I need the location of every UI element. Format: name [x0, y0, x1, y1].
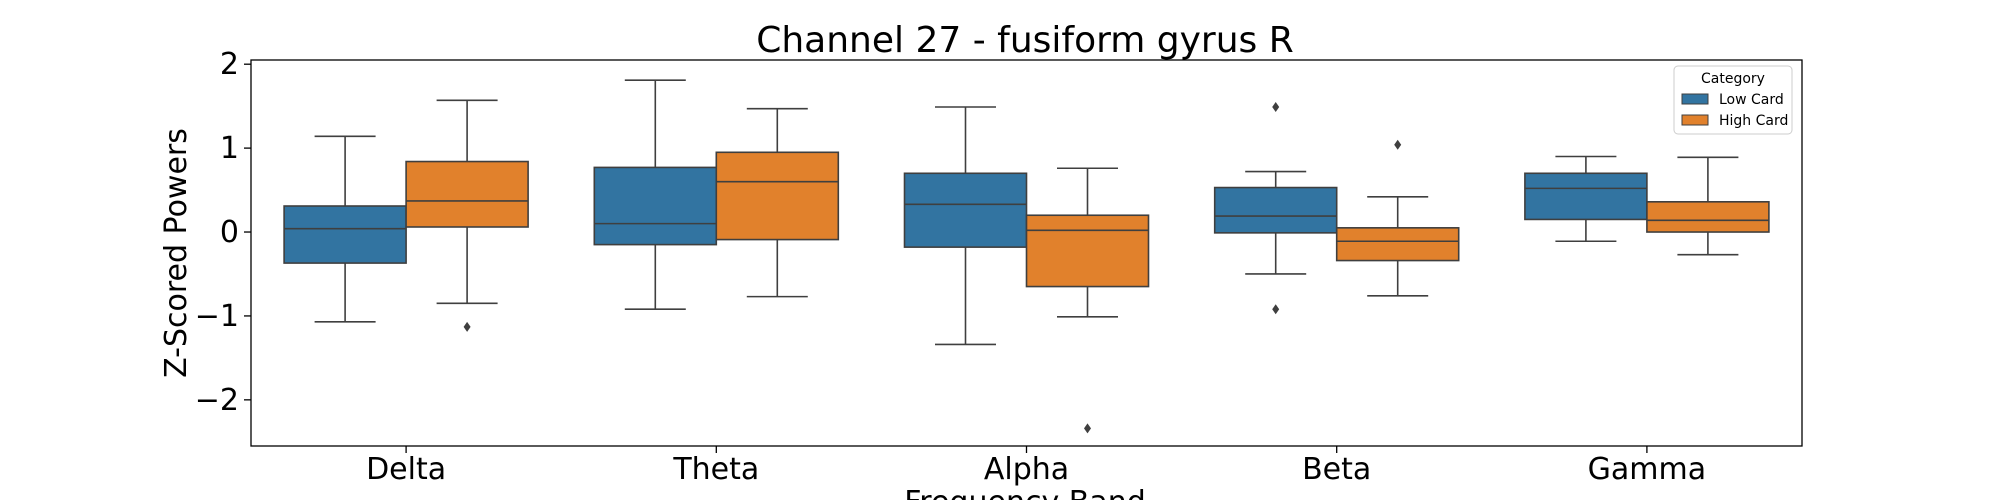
box-high-card-beta — [1335, 139, 1460, 297]
x-axis-label: Frequency Band — [904, 485, 1146, 500]
y-tick-label: −2 — [195, 383, 239, 418]
box-high-card-gamma — [1646, 156, 1770, 256]
box-high-card-delta — [405, 99, 529, 332]
x-tick-label: Delta — [366, 452, 446, 487]
legend-label-low-card: Low Card — [1719, 92, 1784, 108]
outlier-point — [1394, 139, 1402, 150]
x-tick-label: Beta — [1302, 452, 1371, 487]
chart-title: Channel 27 - fusiform gyrus R — [756, 20, 1294, 61]
outlier-point — [1272, 101, 1280, 112]
box-low-card-theta — [593, 79, 718, 311]
y-axis-label: Z-Scored Powers — [159, 128, 194, 378]
legend-label-high-card: High Card — [1719, 113, 1788, 129]
plot-area — [283, 79, 1770, 434]
box-body — [1646, 201, 1770, 233]
box-body — [1524, 172, 1648, 221]
box-body — [405, 160, 529, 228]
box-body — [593, 166, 718, 246]
box-low-card-beta — [1213, 101, 1338, 315]
box-low-card-alpha — [903, 106, 1028, 346]
outlier-point — [463, 321, 471, 332]
y-tick-label: 1 — [220, 131, 239, 166]
x-tick-label: Gamma — [1588, 452, 1706, 487]
y-tick-label: −1 — [195, 299, 239, 334]
y-tick-label: 2 — [220, 47, 239, 82]
legend-swatch-high-card — [1681, 114, 1709, 126]
x-axis: Delta Theta Alpha Beta Gamma — [366, 446, 1706, 487]
box-body — [1213, 186, 1338, 234]
outlier-point — [1084, 423, 1091, 434]
box-high-card-theta — [715, 107, 840, 298]
box-high-card-alpha — [1025, 167, 1150, 434]
outlier-point — [1272, 304, 1280, 315]
box-body — [715, 151, 840, 241]
y-axis: 2 1 0 −1 −2 — [195, 47, 251, 418]
x-tick-label: Alpha — [984, 452, 1069, 487]
box-body — [1335, 227, 1460, 262]
box-body — [283, 205, 407, 264]
legend-title: Category — [1701, 71, 1765, 87]
legend: Category Low Card High Card — [1673, 65, 1793, 135]
box-low-card-gamma — [1524, 155, 1648, 243]
box-body — [903, 172, 1028, 248]
legend-swatch-low-card — [1681, 93, 1709, 105]
y-tick-label: 0 — [220, 215, 239, 250]
x-tick-label: Theta — [672, 452, 759, 487]
box-low-card-delta — [283, 135, 407, 323]
box-body — [1025, 214, 1150, 288]
